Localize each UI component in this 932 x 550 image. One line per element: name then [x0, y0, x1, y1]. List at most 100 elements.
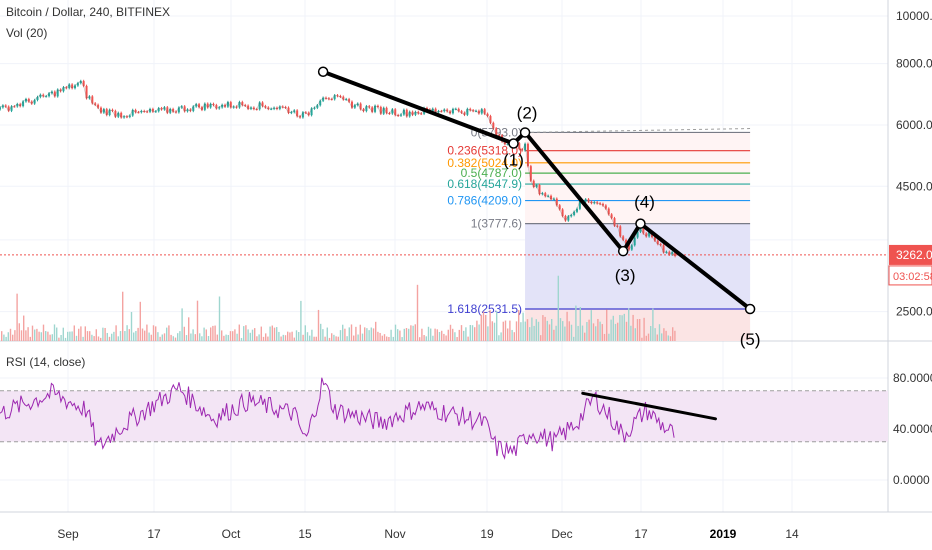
- price-candle: [645, 233, 648, 237]
- time-tick-label: 14: [785, 527, 799, 541]
- price-candle: [590, 201, 593, 204]
- price-candle: [469, 108, 472, 111]
- volume-bar: [476, 320, 478, 341]
- price-candle: [457, 108, 460, 112]
- volume-bar: [234, 329, 236, 341]
- volume-bar: [467, 336, 469, 341]
- volume-bar: [309, 335, 311, 341]
- volume-bar: [245, 325, 247, 341]
- volume-bar: [5, 336, 7, 341]
- price-candle: [374, 105, 377, 112]
- volume-bar: [203, 327, 205, 341]
- price-candle: [244, 105, 247, 107]
- price-candle: [382, 107, 385, 114]
- volume-bar: [16, 293, 18, 341]
- volume-bar: [29, 336, 31, 341]
- price-candle: [226, 102, 229, 107]
- rsi-indicator: [0, 377, 888, 460]
- price-candle: [550, 195, 553, 200]
- price-candle: [209, 103, 212, 108]
- volume-bar: [313, 336, 315, 341]
- volume-bar: [487, 326, 489, 341]
- volume-bar: [454, 332, 456, 341]
- wave-point: [744, 303, 756, 315]
- volume-bar: [232, 331, 234, 341]
- volume-bar: [284, 335, 287, 341]
- volume-bar: [592, 323, 595, 341]
- price-candle: [379, 107, 382, 114]
- price-candle: [68, 84, 71, 89]
- price-candle: [27, 99, 30, 102]
- volume-bar: [185, 335, 188, 341]
- price-candle: [578, 200, 581, 209]
- price-candle: [192, 106, 195, 111]
- volume-bar: [62, 327, 64, 341]
- fib-level-label: 0.5(4787.0): [461, 166, 522, 180]
- volume-bar: [603, 333, 606, 341]
- volume-bar: [181, 308, 183, 341]
- price-candle: [466, 108, 469, 115]
- price-candle: [79, 81, 82, 84]
- volume-bar: [328, 337, 331, 341]
- volume-bar: [144, 330, 146, 341]
- volume-bar: [238, 324, 240, 341]
- volume-bar: [608, 333, 610, 341]
- price-candle: [0, 107, 1, 110]
- price-candle: [552, 198, 555, 200]
- volume-bar: [353, 335, 355, 341]
- volume-bar: [394, 324, 397, 341]
- price-candle: [125, 116, 128, 118]
- price-candle: [648, 231, 651, 237]
- elliott-wave: (1) (2) (3) (4) (5): [317, 66, 760, 349]
- price-candle: [532, 180, 535, 187]
- price-candle: [495, 128, 498, 136]
- price-candle: [529, 166, 532, 181]
- volume-bar: [568, 321, 570, 341]
- price-candle: [362, 109, 365, 112]
- volume-bar: [434, 328, 436, 341]
- volume-bar: [91, 334, 93, 341]
- price-candle: [425, 107, 428, 110]
- price-candle: [99, 107, 102, 113]
- volume-bar: [372, 328, 375, 341]
- price-candle: [659, 244, 662, 246]
- volume-bar: [199, 333, 201, 341]
- volume-bar: [500, 332, 502, 341]
- price-candle: [7, 106, 10, 111]
- price-candle: [238, 102, 241, 108]
- volume-bar: [97, 336, 100, 341]
- time-tick-label: 17: [147, 527, 161, 541]
- price-candle: [275, 107, 278, 109]
- price-candle: [85, 85, 88, 99]
- price-candle: [498, 135, 501, 137]
- volume-bar: [443, 333, 445, 341]
- price-candle: [123, 116, 126, 118]
- countdown-tag: [888, 265, 932, 286]
- current-price-tag: [889, 244, 932, 265]
- volume-bar: [89, 331, 91, 341]
- volume-bar: [53, 324, 56, 341]
- price-candle: [313, 107, 316, 109]
- price-candle: [460, 111, 463, 113]
- price-candle: [301, 112, 304, 118]
- volume-bar: [320, 323, 322, 341]
- countdown-label: 03:02:58: [893, 271, 932, 283]
- volume-bar: [645, 335, 647, 341]
- volume-bar: [247, 329, 249, 341]
- fib-level-label: 1.618(2531.5): [447, 302, 522, 316]
- volume-bar: [106, 332, 108, 341]
- volume-bar: [405, 328, 408, 341]
- volume-bar: [51, 334, 53, 341]
- volume-bar: [146, 324, 148, 341]
- price-candle: [665, 251, 668, 253]
- volume-bar: [590, 310, 592, 341]
- price-candle: [310, 108, 313, 116]
- volume-bar: [27, 327, 29, 341]
- time-tick-label: Dec: [551, 527, 572, 541]
- fib-trend-dashed: [525, 128, 751, 133]
- volume-bar: [647, 333, 650, 341]
- volume-bar: [84, 326, 86, 341]
- volume-bar: [524, 321, 526, 341]
- price-candle: [88, 96, 91, 99]
